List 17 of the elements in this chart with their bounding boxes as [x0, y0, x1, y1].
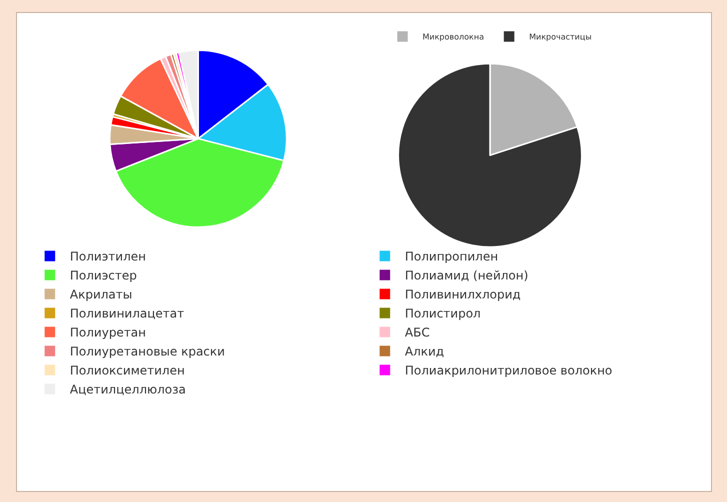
- legend-label: Полипропилен: [404, 250, 498, 264]
- legend-label: Полиакрилонитриловое волокно: [404, 364, 612, 378]
- legend-label: Полиэтилен: [70, 250, 146, 264]
- legend-label: Поливинилацетат: [70, 306, 184, 321]
- legend-label: Полиэстер: [70, 268, 137, 283]
- legend-label: Полиамид (нейлон): [404, 268, 528, 283]
- legend-label: Поливинилхлорид: [404, 288, 521, 302]
- legend-label: Акрилаты: [70, 288, 132, 302]
- legend-label: Полиуретан: [70, 326, 146, 340]
- legend-label: Ацетилцеллюлоза: [70, 382, 186, 397]
- legend-label: Полиуретановые краски: [70, 344, 225, 359]
- legend-label: Алкид: [404, 344, 444, 359]
- legend-label: Микрочастицы: [529, 32, 592, 42]
- legend-label: Полистирол: [404, 306, 481, 321]
- legend-label: Полиоксиметилен: [70, 364, 185, 378]
- legend-label: Микроволокна: [422, 32, 484, 42]
- legend-label: АБС: [404, 326, 430, 340]
